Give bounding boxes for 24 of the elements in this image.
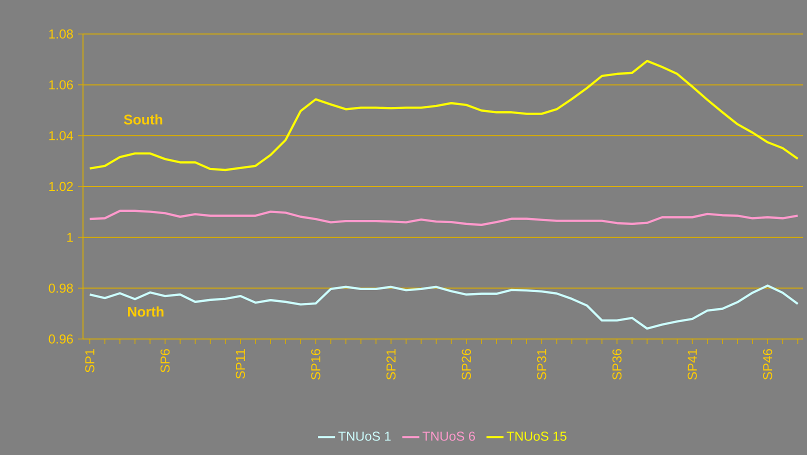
x-tick-label: SP6 bbox=[160, 349, 170, 372]
x-tick-label: SP36 bbox=[612, 349, 622, 380]
annotation: South bbox=[124, 114, 162, 125]
legend-label: TNUoS 15 bbox=[506, 432, 566, 441]
y-tick-label: 0.98 bbox=[48, 284, 73, 293]
x-tick-label: SP31 bbox=[537, 349, 546, 380]
x-tick-label: SP26 bbox=[462, 349, 471, 380]
legend-label: TNUoS 6 bbox=[422, 432, 475, 441]
y-tick-label: 1.02 bbox=[49, 182, 73, 192]
y-tick-label: 1.08 bbox=[49, 29, 73, 39]
y-tick-label: 1.06 bbox=[49, 80, 73, 90]
annotation: North bbox=[128, 306, 164, 317]
x-tick-label: SP11 bbox=[236, 349, 245, 379]
line-series bbox=[88, 284, 799, 330]
x-tick-label: SP16 bbox=[311, 349, 320, 380]
legend-label: TNUoS 1 bbox=[338, 432, 391, 441]
y-tick-label: 1.04 bbox=[49, 131, 74, 140]
x-tick-label: SP1 bbox=[85, 349, 94, 372]
y-tick-label: 1 bbox=[67, 232, 73, 242]
line-series bbox=[88, 60, 799, 172]
x-tick-label: SP41 bbox=[688, 349, 697, 380]
x-tick-label: SP46 bbox=[763, 349, 772, 380]
y-tick-label: 0.96 bbox=[48, 334, 73, 344]
x-tick-label: SP21 bbox=[386, 349, 396, 380]
